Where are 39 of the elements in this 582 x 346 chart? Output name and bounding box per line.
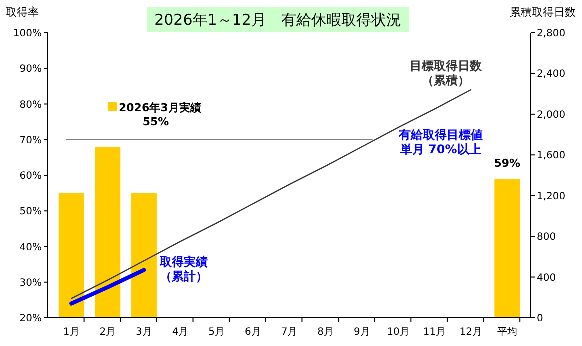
y2-tick-label: 2,800: [537, 28, 566, 40]
x-tick-label: 9月: [354, 327, 370, 338]
series-label: 取得実績（累計）: [159, 255, 208, 284]
y-tick-label: 30%: [20, 278, 42, 289]
y-tick-label: 100%: [13, 28, 42, 40]
x-tick-label: 6月: [244, 327, 262, 338]
y2-tick-label: 1,200: [537, 191, 566, 202]
x-tick-label: 10月: [387, 327, 410, 338]
x-tick-label: 8月: [318, 327, 334, 338]
x-tick-label: 平均: [497, 326, 518, 338]
x-tick-label: 5月: [208, 327, 226, 338]
y-tick-label: 90%: [20, 64, 42, 76]
y-tick-label: 50%: [20, 206, 42, 218]
y-tick-label: 70%: [20, 135, 42, 146]
x-tick-label: 12月: [460, 327, 482, 338]
y2-tick-label: 1,600: [537, 150, 566, 162]
y2-tick-label: 0: [537, 314, 544, 324]
x-tick-label: 11月: [423, 327, 446, 338]
y-tick-label: 20%: [20, 314, 42, 324]
y2-tick-label: 2,400: [537, 69, 566, 80]
y2-tick-label: 800: [537, 232, 556, 244]
annotation: 55%: [142, 115, 170, 128]
x-tick-label: 7月: [281, 327, 298, 338]
series-label: 目標取得日数（累積）: [410, 59, 484, 88]
chart-title: 2026年1～12月 有給休暇取得状況: [154, 11, 402, 29]
x-tick-label: 1月: [63, 327, 80, 338]
x-tick-label: 3月: [136, 327, 152, 338]
x-tick-label: 2月: [100, 327, 116, 338]
y-tick-label: 60%: [20, 171, 42, 182]
y2-tick-label: 400: [537, 272, 556, 284]
y2-axis-title: 累積取得日数: [510, 6, 576, 19]
y-tick-label: 40%: [20, 242, 42, 254]
x-tick-label: 4月: [172, 327, 189, 338]
data-label: 59%: [494, 157, 521, 170]
y2-tick-label: 2,000: [537, 110, 566, 121]
ref-line-label: 有給取得目標値単月 70%以上: [398, 128, 483, 156]
legend-label: 2026年3月実績: [119, 101, 202, 114]
y-tick-label: 80%: [20, 100, 42, 111]
y-axis-title: 取得率: [6, 6, 39, 19]
